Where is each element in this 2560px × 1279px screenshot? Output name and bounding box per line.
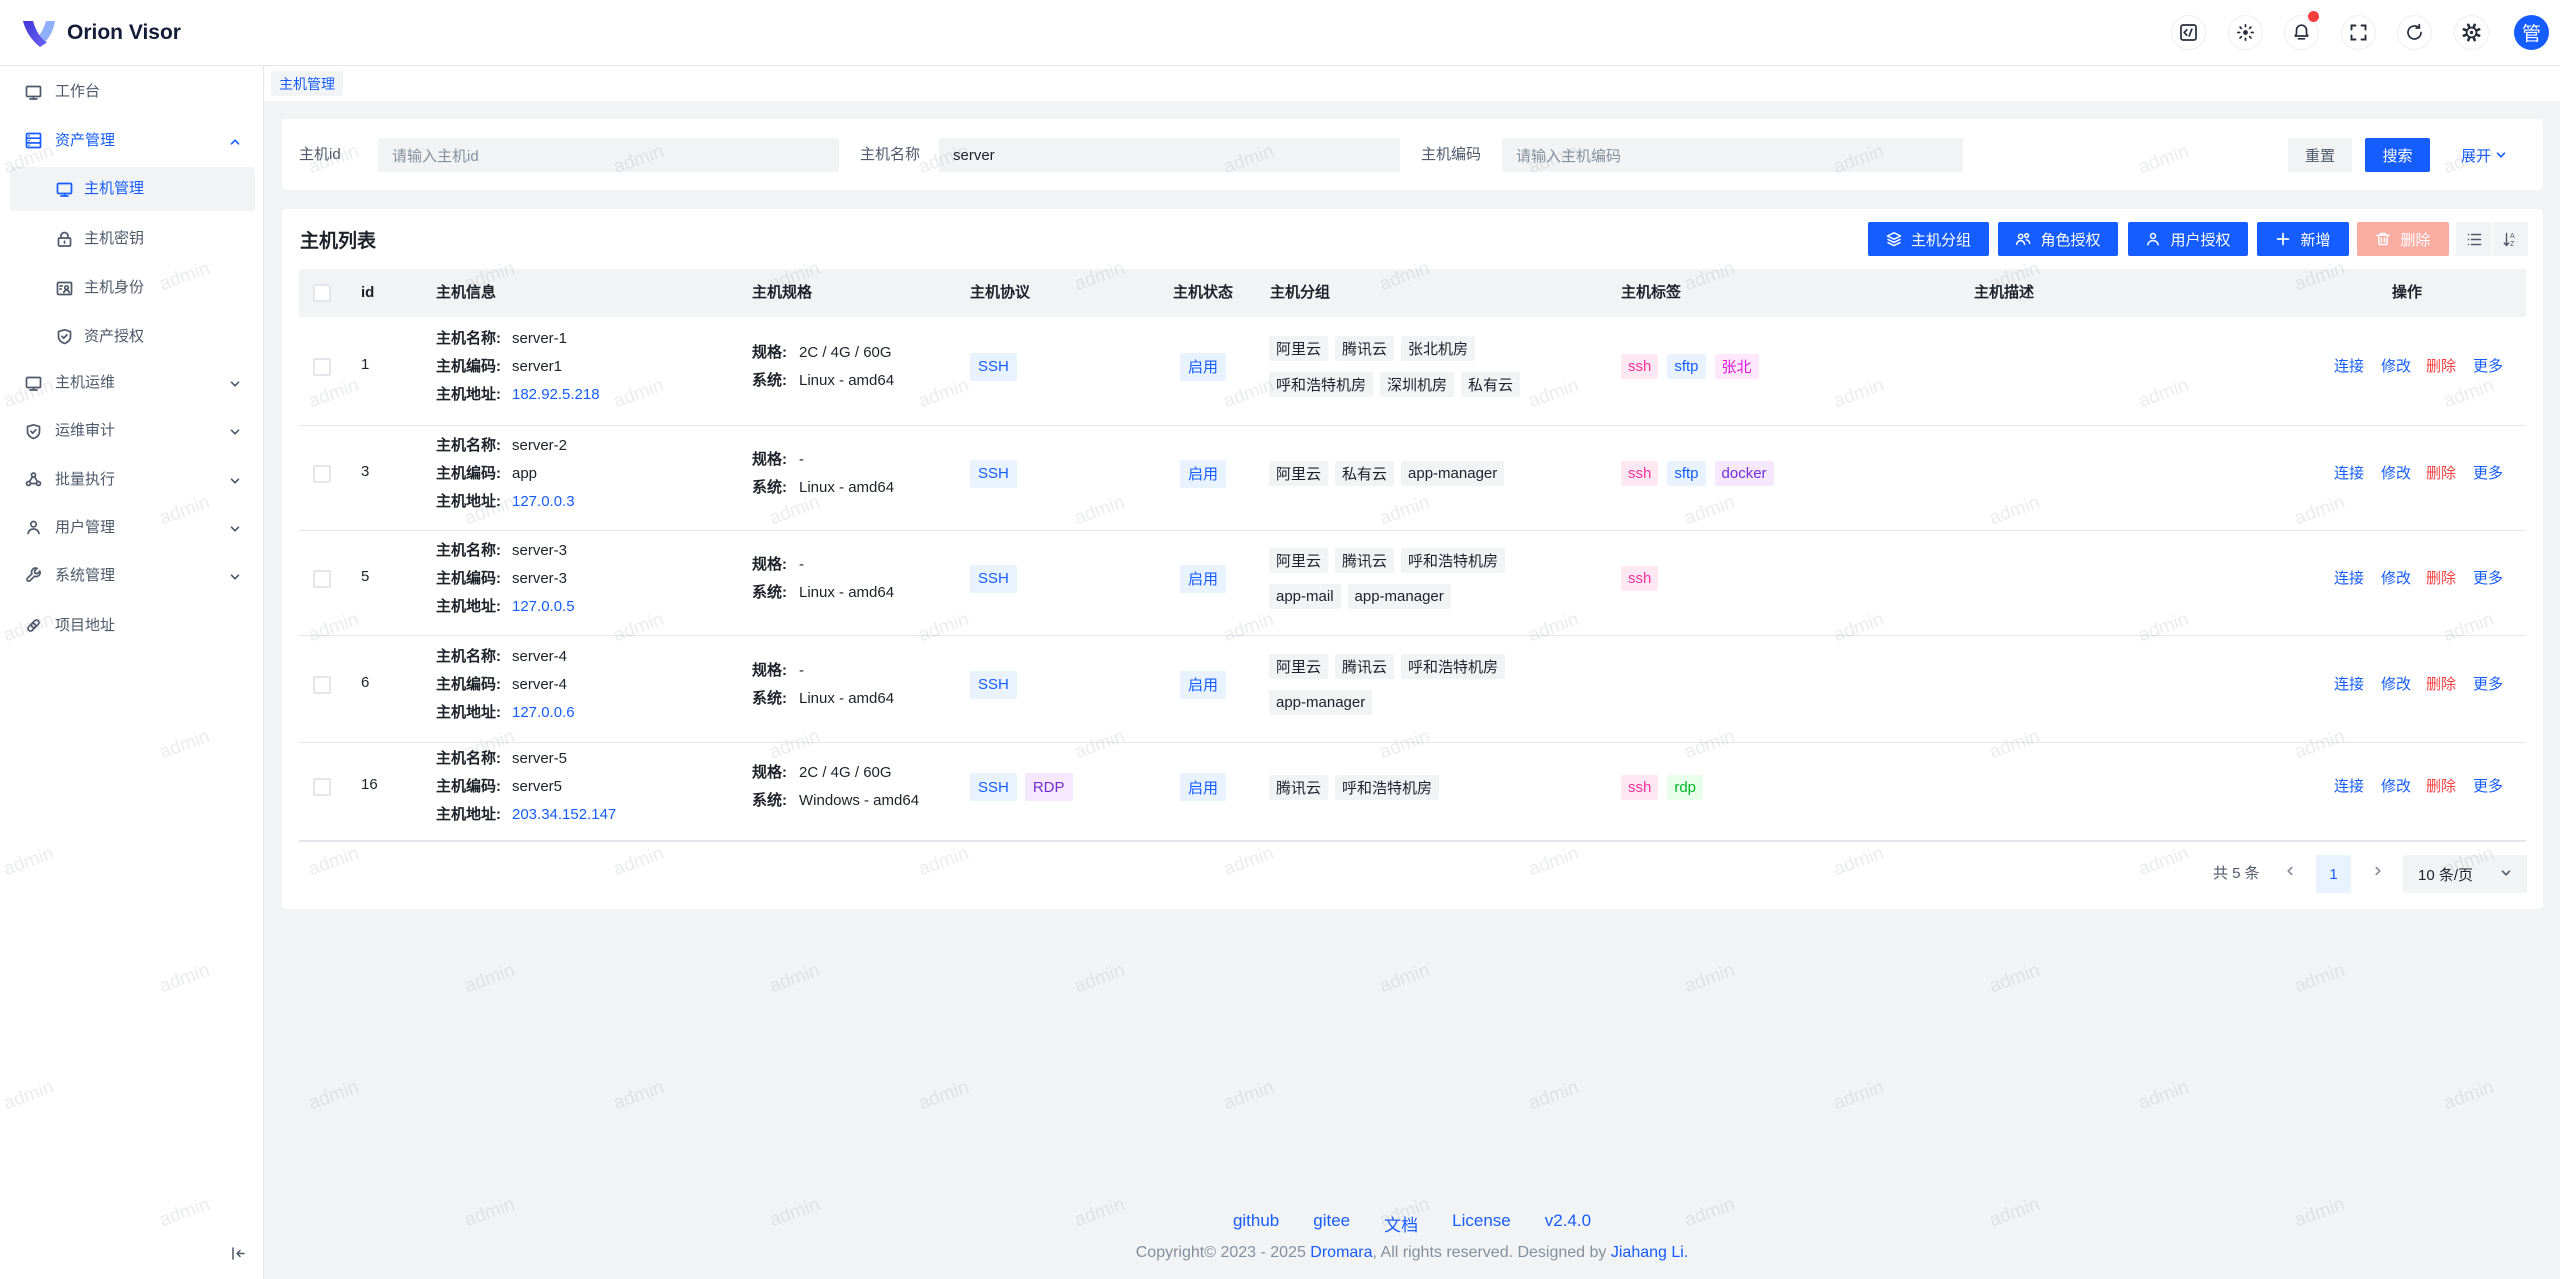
svg-text:A: A (2510, 233, 2515, 240)
svg-text:Z: Z (2510, 241, 2515, 248)
